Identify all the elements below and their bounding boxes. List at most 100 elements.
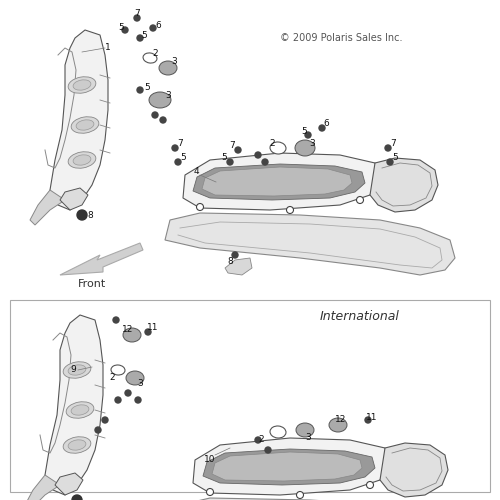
Polygon shape [45, 315, 103, 495]
Polygon shape [55, 473, 83, 495]
Polygon shape [370, 158, 438, 212]
Text: Front: Front [78, 279, 106, 289]
FancyBboxPatch shape [10, 300, 490, 492]
Ellipse shape [143, 53, 157, 63]
Ellipse shape [295, 140, 315, 156]
Text: 5: 5 [301, 126, 307, 136]
Polygon shape [203, 449, 375, 485]
Ellipse shape [159, 61, 177, 75]
Circle shape [152, 112, 158, 118]
Polygon shape [193, 164, 365, 200]
Polygon shape [50, 30, 108, 210]
Circle shape [235, 147, 241, 153]
Ellipse shape [73, 80, 91, 90]
Ellipse shape [63, 437, 91, 453]
Text: 12: 12 [122, 324, 134, 334]
Circle shape [385, 145, 391, 151]
Circle shape [172, 145, 178, 151]
Text: International: International [320, 310, 400, 324]
Polygon shape [380, 443, 448, 497]
Ellipse shape [296, 423, 314, 437]
Ellipse shape [270, 426, 286, 438]
Text: 2: 2 [109, 372, 115, 382]
Text: 3: 3 [309, 138, 315, 147]
Polygon shape [165, 213, 455, 275]
Text: 11: 11 [147, 324, 159, 332]
Polygon shape [225, 258, 252, 275]
Circle shape [125, 390, 131, 396]
Ellipse shape [73, 155, 91, 165]
Circle shape [115, 397, 121, 403]
Text: 7: 7 [390, 140, 396, 148]
Circle shape [356, 196, 364, 203]
Circle shape [206, 488, 214, 496]
Circle shape [305, 132, 311, 138]
Polygon shape [193, 438, 390, 495]
Ellipse shape [71, 405, 89, 415]
Text: 2: 2 [258, 436, 264, 444]
Polygon shape [202, 167, 352, 196]
Ellipse shape [68, 77, 96, 93]
Circle shape [160, 117, 166, 123]
Ellipse shape [71, 117, 99, 133]
Polygon shape [60, 243, 143, 275]
Ellipse shape [126, 371, 144, 385]
Text: 3: 3 [165, 90, 171, 100]
Text: 3: 3 [171, 58, 177, 66]
Polygon shape [175, 498, 465, 500]
Text: 10: 10 [204, 456, 216, 464]
Circle shape [137, 87, 143, 93]
Ellipse shape [76, 120, 94, 130]
Polygon shape [30, 190, 65, 225]
Circle shape [150, 25, 156, 31]
Text: 12: 12 [336, 416, 346, 424]
Polygon shape [60, 188, 88, 210]
Text: 5: 5 [118, 22, 124, 32]
Circle shape [113, 317, 119, 323]
Circle shape [137, 35, 143, 41]
Circle shape [262, 159, 268, 165]
Text: 5: 5 [144, 84, 150, 92]
Ellipse shape [329, 418, 347, 432]
Circle shape [175, 159, 181, 165]
Circle shape [135, 397, 141, 403]
Ellipse shape [111, 365, 125, 375]
Text: 5: 5 [392, 154, 398, 162]
Circle shape [255, 152, 261, 158]
Text: 8: 8 [87, 212, 93, 220]
Circle shape [227, 159, 233, 165]
Text: 1: 1 [105, 42, 111, 51]
Text: 6: 6 [323, 120, 329, 128]
Text: 8: 8 [227, 258, 233, 266]
Circle shape [255, 437, 261, 443]
Circle shape [286, 206, 294, 214]
Polygon shape [183, 153, 380, 210]
Text: 2: 2 [152, 48, 158, 58]
Circle shape [265, 447, 271, 453]
Ellipse shape [63, 362, 91, 378]
Circle shape [134, 15, 140, 21]
Circle shape [95, 427, 101, 433]
Text: 7: 7 [229, 142, 235, 150]
Ellipse shape [68, 152, 96, 168]
Circle shape [102, 417, 108, 423]
Circle shape [365, 417, 371, 423]
Polygon shape [25, 475, 60, 500]
Text: 2: 2 [269, 138, 275, 147]
Text: 11: 11 [366, 414, 378, 422]
Circle shape [319, 125, 325, 131]
Circle shape [72, 495, 82, 500]
Text: 5: 5 [221, 154, 227, 162]
Circle shape [296, 492, 304, 498]
Ellipse shape [149, 92, 171, 108]
Circle shape [232, 252, 238, 258]
Circle shape [196, 204, 203, 210]
Text: 5: 5 [141, 30, 147, 40]
Circle shape [122, 27, 128, 33]
Text: 4: 4 [193, 168, 199, 176]
Circle shape [77, 210, 87, 220]
Circle shape [387, 159, 393, 165]
Text: 7: 7 [134, 8, 140, 18]
Polygon shape [212, 452, 362, 481]
Ellipse shape [68, 365, 86, 375]
